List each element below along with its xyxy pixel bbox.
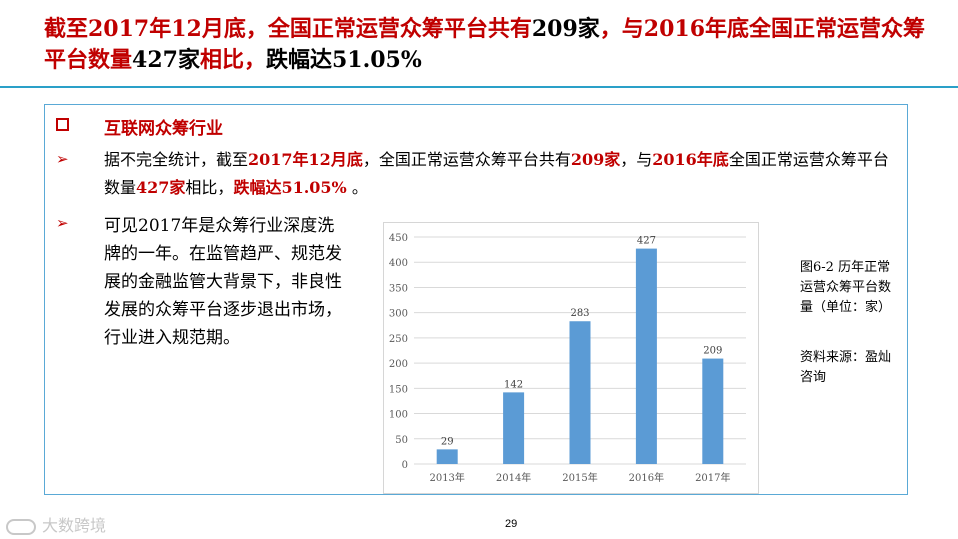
highlight-run: 209家 bbox=[570, 150, 621, 169]
figure-source: 资料来源：盈灿咨询 bbox=[800, 350, 892, 385]
text-run: ，与 bbox=[620, 150, 653, 169]
x-tick-label: 2013年 bbox=[429, 471, 464, 484]
bar bbox=[702, 358, 724, 464]
data-label: 142 bbox=[504, 379, 523, 390]
arrow-bullet-icon: ➢ bbox=[56, 150, 69, 168]
arrow-bullet-icon: ➢ bbox=[56, 214, 69, 232]
bar bbox=[436, 449, 458, 464]
chart-svg: 0 50 100 150 200 250 300 350 400 450 29 2013年 142 201… bbox=[389, 233, 746, 484]
bullet-paragraph-2: 可见2017年是众筹行业深度洗牌的一年。在监管趋严、规范发展的金融监管大背景下，… bbox=[104, 216, 342, 348]
section-heading: 互联网众筹行业 bbox=[104, 119, 223, 139]
y-tick-label: 0 bbox=[402, 460, 408, 471]
bar-chart: 0 50 100 150 200 250 300 350 400 450 29 2013年 142 201… bbox=[383, 222, 759, 494]
content-panel bbox=[44, 104, 908, 495]
bar bbox=[503, 392, 525, 464]
x-tick-label: 2015年 bbox=[562, 471, 597, 484]
data-label: 427 bbox=[637, 236, 656, 247]
square-outline-icon bbox=[56, 118, 69, 131]
highlight-run: 2017年12月底 bbox=[248, 150, 363, 169]
title-divider bbox=[0, 86, 958, 88]
title-seg6: 跌幅达51.05% bbox=[265, 47, 422, 73]
text-run: ，全国正常运营众筹平台共有 bbox=[362, 150, 571, 169]
text-run: 相比， bbox=[185, 178, 234, 197]
bullet-paragraph-1: 据不完全统计，截至2017年12月底，全国正常运营众筹平台共有209家，与201… bbox=[104, 146, 904, 202]
text-run: 全国正常运营众筹平台数量 bbox=[104, 150, 889, 197]
watermark-text: 大数跨境 bbox=[42, 516, 107, 535]
bar bbox=[569, 321, 591, 464]
x-tick-label: 2014年 bbox=[496, 471, 531, 484]
y-tick-label: 400 bbox=[389, 258, 408, 269]
watermark-logo-icon bbox=[6, 518, 36, 535]
y-tick-label: 350 bbox=[389, 283, 408, 294]
watermark: 大数跨境 bbox=[6, 512, 106, 536]
highlight-run: 2016年底 bbox=[652, 150, 729, 169]
title-seg4: 427家 bbox=[132, 47, 200, 73]
y-tick-label: 50 bbox=[395, 435, 408, 446]
y-tick-label: 250 bbox=[389, 334, 408, 345]
text-run: 据不完全统计，截至 bbox=[104, 150, 249, 169]
y-tick-label: 450 bbox=[389, 233, 408, 244]
data-label: 283 bbox=[570, 308, 589, 319]
title-seg3: ，与2016年底全国正常运营众筹平台数量 bbox=[44, 16, 926, 73]
x-tick-label: 2017年 bbox=[695, 471, 730, 484]
data-label: 209 bbox=[703, 346, 722, 357]
text-run: 。 bbox=[346, 178, 368, 197]
highlight-run: 跌幅达51.05% bbox=[233, 178, 347, 197]
y-tick-label: 200 bbox=[389, 359, 408, 370]
title-seg1: 截至2017年12月底，全国正常运营众筹平台共有 bbox=[44, 16, 532, 42]
slide-title: 截至2017年12月底，全国正常运营众筹平台共有209家，与2016年底全国正常… bbox=[44, 14, 944, 76]
x-tick-label: 2016年 bbox=[629, 471, 664, 484]
title-seg2: 209家 bbox=[531, 16, 600, 42]
title-seg5: 相比， bbox=[199, 47, 266, 73]
y-tick-label: 150 bbox=[389, 384, 408, 395]
highlight-run: 427家 bbox=[136, 178, 186, 197]
y-tick-label: 100 bbox=[389, 410, 408, 421]
page-number: 29 bbox=[505, 518, 518, 530]
bar bbox=[635, 248, 657, 464]
figure-caption: 图6-2 历年正常运营众筹平台数量（单位：家） bbox=[800, 260, 892, 315]
data-label: 29 bbox=[441, 436, 454, 447]
y-tick-label: 300 bbox=[389, 309, 408, 320]
